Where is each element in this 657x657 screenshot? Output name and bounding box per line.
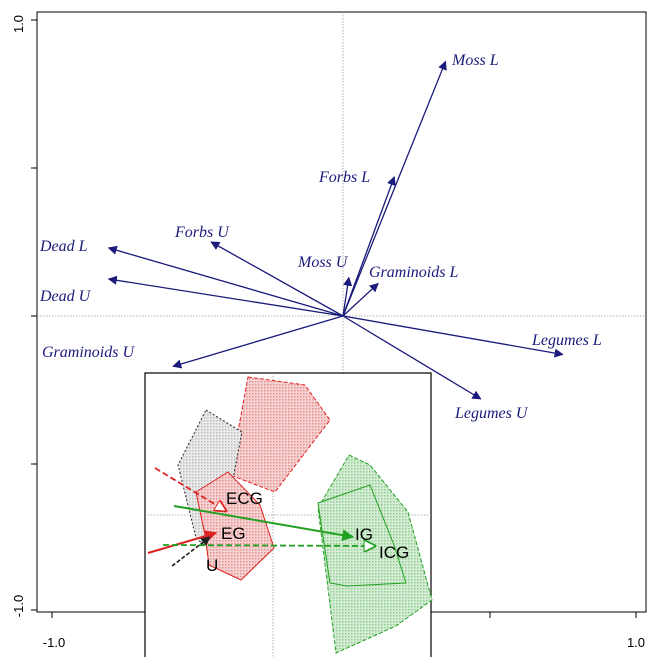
x-tick-label-right: 1.0 [627,635,645,650]
hull-ig [317,484,407,587]
y-tick-label-top: 1.0 [11,15,26,33]
y-tick-label-bottom: -1.0 [11,595,26,617]
arrow-eg [147,530,218,554]
label-graminoids-u: Graminoids U [42,344,135,361]
arrow-legumes-u [342,315,482,400]
group-label-ig: IG [355,525,373,544]
label-legumes-l: Legumes L [531,332,602,349]
inset-ordination: ECG EG IG ICG U [144,372,433,657]
arrow-graminoids-l [342,282,379,317]
arrow-icg [162,545,375,546]
species-arrows [107,60,564,400]
arrow-graminoids-u [172,315,344,369]
arrow-forbs-u [210,241,344,317]
label-graminoids-l: Graminoids L [369,264,458,281]
label-forbs-l: Forbs L [318,169,370,186]
species-labels: Moss L Forbs L Forbs U Dead L Dead U Mos… [39,52,602,422]
label-moss-l: Moss L [451,52,499,69]
label-dead-l: Dead L [39,238,88,255]
group-label-icg: ICG [379,543,409,562]
arrow-dead-l [107,245,344,317]
arrow-legumes-l [342,315,564,358]
label-legumes-u: Legumes U [454,405,529,422]
arrow-u [171,536,211,567]
label-forbs-u: Forbs U [174,224,230,241]
arrow-ig [173,505,355,542]
label-dead-u: Dead U [39,288,92,305]
x-tick-label-left: -1.0 [43,635,65,650]
arrow-moss-l [342,60,447,317]
arrow-dead-u [107,275,344,317]
group-label-eg: EG [221,524,246,543]
arrow-forbs-l [342,176,396,317]
group-label-ecg: ECG [226,489,263,508]
group-label-u: U [206,556,218,575]
label-moss-u: Moss U [297,254,349,271]
arrow-ecg [154,467,226,511]
arrow-moss-u [342,276,353,317]
